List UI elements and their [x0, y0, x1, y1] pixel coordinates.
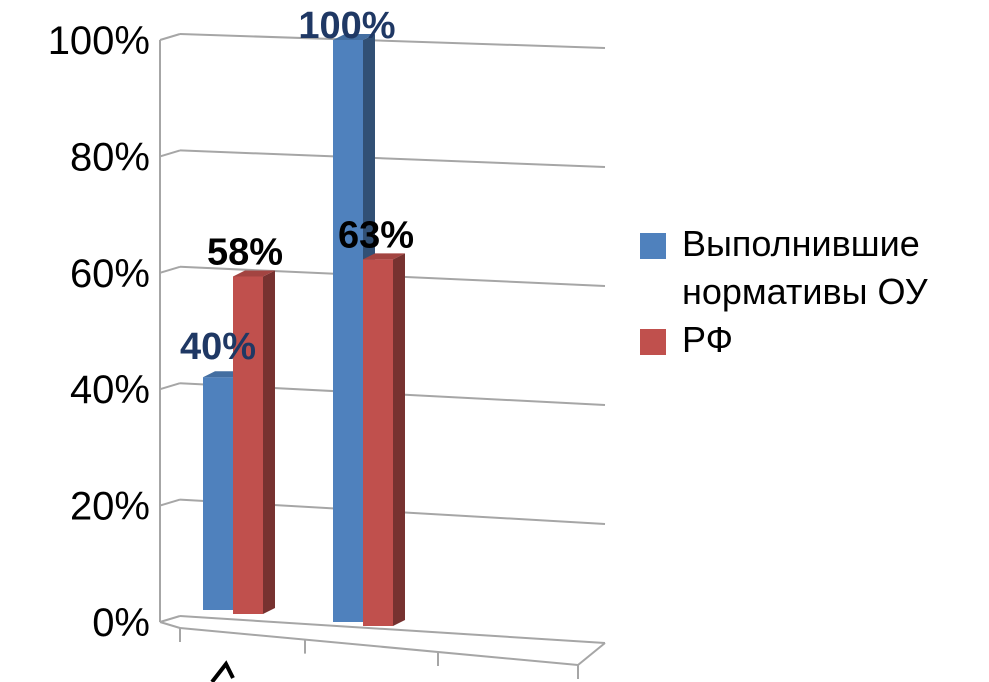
legend-swatch-series-1: [640, 233, 666, 259]
y-tick-label: 100%: [48, 19, 150, 63]
y-tick-label: 60%: [70, 252, 150, 296]
y-tick-label: 80%: [70, 135, 150, 179]
data-label-series-1-cat-2: 100%: [298, 5, 395, 47]
legend-item-series-1: Выполнившие нормативы ОУ: [640, 220, 982, 316]
x-axis-line: [179, 627, 579, 666]
gridline-side: [159, 615, 181, 623]
gridline-side: [159, 265, 181, 274]
gridline-side: [159, 498, 181, 507]
gridline: [179, 149, 606, 168]
floor-edge-right: [577, 642, 606, 666]
cursor-icon: [210, 660, 235, 682]
bars: [203, 34, 405, 626]
axes: [159, 40, 606, 682]
floor-edge: [159, 621, 181, 629]
gridline-side: [159, 382, 181, 391]
gridline: [179, 33, 606, 49]
y-tick-labels: 0% 20% 40% 60% 80% 100%: [48, 19, 150, 645]
y-tick-label: 0%: [92, 601, 150, 645]
bar-series-2-cat-2: [363, 253, 405, 626]
legend-swatch-series-2: [640, 329, 666, 355]
data-label-series-2-cat-2: 63%: [338, 214, 414, 256]
legend-label-series-1: Выполнившие нормативы ОУ: [682, 223, 928, 312]
y-tick-label: 40%: [70, 368, 150, 412]
data-labels: 40% 100% 58% 63%: [180, 5, 414, 368]
legend: Выполнившие нормативы ОУ РФ: [640, 220, 982, 364]
y-tick-label: 20%: [70, 485, 150, 529]
data-label-series-1-cat-1: 40%: [180, 326, 256, 368]
legend-label-series-2: РФ: [682, 319, 733, 360]
legend-item-series-2: РФ: [640, 316, 982, 364]
gridline: [179, 615, 606, 644]
gridline-side: [159, 33, 181, 41]
gridline-side: [159, 149, 181, 158]
bar-series-2-cat-1: [233, 270, 275, 614]
data-label-series-2-cat-1: 58%: [207, 231, 283, 273]
